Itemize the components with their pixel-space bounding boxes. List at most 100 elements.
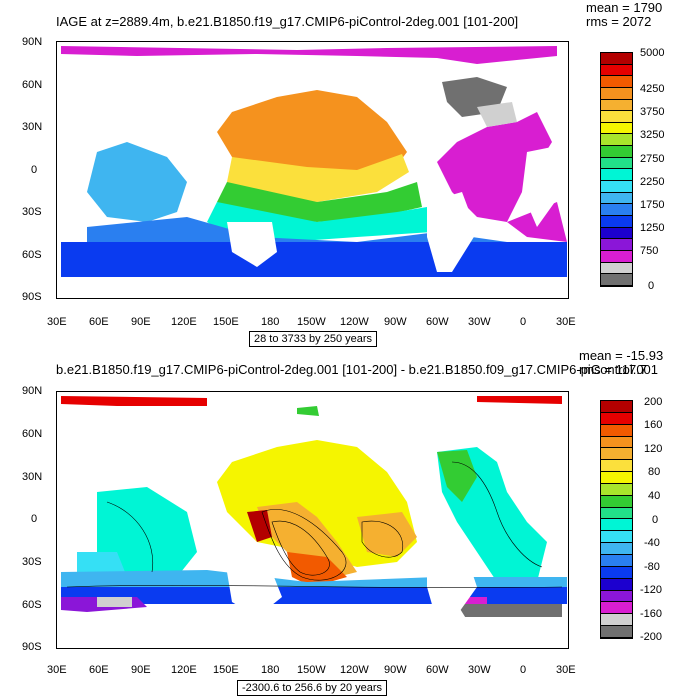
p2-lon-120e: 120E: [171, 664, 197, 676]
south-america: [427, 192, 477, 272]
p2-lon-180: 180: [261, 664, 280, 676]
p2-lon-150e: 150E: [213, 664, 239, 676]
colorbar-swatch: [601, 239, 632, 251]
panel1-title: IAGE at z=2889.4m, b.e21.B1850.f19_g17.C…: [56, 14, 519, 29]
p1-cb-2250: 2250: [640, 176, 665, 188]
panel1-range: 28 to 3733 by 250 years: [249, 331, 378, 347]
colorbar-swatch: [601, 111, 632, 123]
atlantic-green: [437, 450, 477, 502]
colorbar-swatch: [601, 495, 632, 508]
p2-lon-120w: 120W: [340, 664, 369, 676]
southern-grey: [457, 604, 562, 620]
p1-cb-3250: 3250: [640, 129, 665, 141]
npac-orange: [217, 90, 407, 182]
colorbar-swatch: [601, 274, 632, 286]
p1-cb-2750: 2750: [640, 153, 665, 165]
p2-cb-160: 160: [644, 419, 663, 431]
p2-cb-80: 80: [648, 466, 661, 478]
colorbar-swatch: [601, 122, 632, 135]
p1-cb-4250: 4250: [640, 83, 665, 95]
p2-lat-90n: 90N: [22, 385, 43, 397]
p1-cb-0: 0: [648, 280, 655, 292]
p1-lon-60w: 60W: [426, 316, 449, 328]
colorbar-swatch: [601, 204, 632, 216]
npac-yellow: [227, 154, 409, 202]
p2-lat-60s: 60S: [22, 599, 42, 611]
colorbar-swatch: [601, 614, 632, 627]
p1-lon-120w: 120W: [340, 316, 369, 328]
p2-lat-30n: 30N: [22, 471, 43, 483]
colorbar-swatch: [601, 436, 632, 449]
p1-lat-90n: 90N: [22, 36, 43, 48]
colorbar-swatch: [601, 87, 632, 100]
panel1-rms: rms = 2072: [586, 14, 652, 29]
colorbar-swatch: [601, 472, 632, 484]
p2-lon-60e: 60E: [89, 664, 109, 676]
p1-lat-0: 0: [31, 164, 38, 176]
panel1-colorbar: [600, 52, 633, 287]
colorbar-swatch: [601, 157, 632, 170]
colorbar-swatch: [601, 227, 632, 240]
p2-lon-90e: 90E: [131, 664, 151, 676]
colorbar-swatch: [601, 483, 632, 496]
colorbar-swatch: [601, 76, 632, 88]
panel2-rms: rms = 117.7: [579, 362, 648, 377]
panel2-map: [56, 391, 569, 649]
p1-lon-150e: 150E: [213, 316, 239, 328]
p2-cb-200: 200: [644, 396, 663, 408]
p1-lat-30s: 30S: [22, 206, 42, 218]
p2-lon-30e-end: 30E: [556, 664, 576, 676]
p1-lon-180: 180: [261, 316, 280, 328]
colorbar-swatch: [601, 519, 632, 532]
panel2-map-svg: [61, 396, 567, 648]
indian-cyan: [97, 487, 197, 577]
antarctica: [61, 617, 567, 648]
colorbar-swatch: [601, 531, 632, 544]
contour-5: [106, 501, 154, 573]
colorbar-swatch: [601, 507, 632, 520]
colorbar-swatch: [601, 64, 632, 77]
indian-ocean: [87, 142, 187, 222]
p2-cb-0: 0: [652, 514, 659, 526]
colorbar-swatch: [601, 99, 632, 112]
panel1-map-svg: [61, 46, 567, 298]
panel2-range: -2300.6 to 256.6 by 20 years: [237, 680, 388, 696]
arctic-red: [61, 396, 207, 406]
p1-cb-1250: 1250: [640, 222, 665, 234]
colorbar-swatch: [601, 192, 632, 205]
p2-lon-30e: 30E: [47, 664, 67, 676]
southern-lightgrey: [97, 597, 132, 607]
p1-lon-30e: 30E: [47, 316, 67, 328]
colorbar-swatch: [601, 554, 632, 567]
p1-lat-30n: 30N: [22, 121, 43, 133]
p2-lat-90s: 90S: [22, 641, 42, 653]
colorbar-swatch: [601, 262, 632, 275]
pac-green: [217, 182, 422, 222]
p2-cb-m80: -80: [644, 561, 660, 573]
p2-cb-m160: -160: [640, 608, 663, 620]
p1-lat-60n: 60N: [22, 79, 43, 91]
south-america: [427, 542, 477, 622]
arctic-red-2: [477, 396, 562, 404]
colorbar-swatch: [601, 578, 632, 591]
colorbar-swatch: [601, 181, 632, 193]
panel2-mean: mean = -15.93: [579, 348, 664, 363]
contour-2: [271, 520, 330, 576]
atlantic-magenta: [437, 112, 552, 222]
p1-cb-3750: 3750: [640, 106, 665, 118]
arctic-green: [297, 406, 319, 416]
p2-cb-m120: -120: [640, 584, 663, 596]
p1-lon-150w: 150W: [297, 316, 326, 328]
panel1-map: [56, 41, 569, 299]
antarctica: [61, 278, 567, 298]
colorbar-swatch: [601, 134, 632, 147]
colorbar-swatch: [601, 448, 632, 461]
p2-lon-30w: 30W: [468, 664, 491, 676]
colorbar-swatch: [601, 460, 632, 473]
p2-lon-90w: 90W: [384, 664, 407, 676]
p2-cb-m200: -200: [640, 631, 663, 643]
p2-cb-120: 120: [644, 443, 663, 455]
australia: [227, 222, 277, 267]
natl-lightgrey: [477, 102, 517, 127]
colorbar-swatch: [601, 626, 632, 638]
